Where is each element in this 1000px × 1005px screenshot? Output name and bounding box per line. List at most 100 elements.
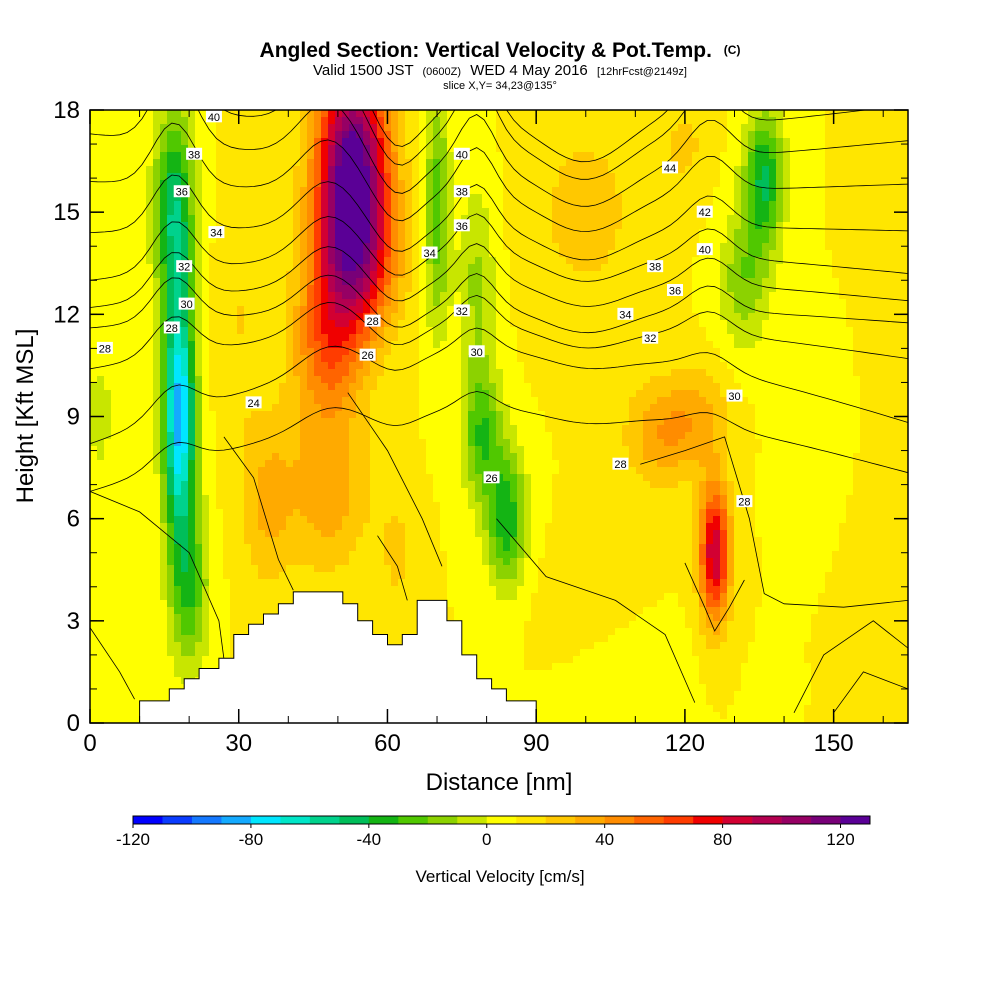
field-cell <box>377 257 385 265</box>
field-cell <box>881 390 889 398</box>
field-cell <box>867 173 875 181</box>
field-cell <box>790 215 798 223</box>
field-cell <box>440 313 448 321</box>
field-cell <box>629 250 637 258</box>
field-cell <box>559 348 567 356</box>
field-cell <box>461 180 469 188</box>
field-cell <box>685 369 693 377</box>
field-cell <box>482 117 490 125</box>
field-cell <box>531 376 539 384</box>
field-cell <box>545 271 553 279</box>
field-cell <box>790 348 798 356</box>
field-cell <box>237 278 245 286</box>
field-cell <box>776 257 784 265</box>
field-cell <box>790 278 798 286</box>
field-cell <box>489 159 497 167</box>
field-cell <box>510 334 518 342</box>
field-cell <box>881 159 889 167</box>
field-cell <box>720 250 728 258</box>
field-cell <box>895 271 903 279</box>
field-cell <box>230 187 238 195</box>
field-cell <box>209 320 217 328</box>
field-cell <box>601 180 609 188</box>
field-cell <box>223 320 231 328</box>
field-cell <box>433 229 441 237</box>
field-cell <box>475 264 483 272</box>
field-cell <box>412 257 420 265</box>
field-cell <box>790 264 798 272</box>
field-cell <box>580 376 588 384</box>
field-cell <box>307 145 315 153</box>
field-cell <box>251 201 259 209</box>
field-cell <box>300 201 308 209</box>
field-cell <box>629 229 637 237</box>
field-cell <box>405 334 413 342</box>
field-cell <box>223 201 231 209</box>
field-cell <box>461 124 469 132</box>
field-cell <box>475 229 483 237</box>
field-cell <box>601 404 609 412</box>
field-cell <box>734 152 742 160</box>
field-cell <box>671 299 679 307</box>
field-cell <box>223 306 231 314</box>
field-cell <box>377 313 385 321</box>
field-cell <box>230 271 238 279</box>
field-cell <box>874 362 882 370</box>
field-cell <box>531 145 539 153</box>
field-cell <box>433 320 441 328</box>
field-cell <box>839 376 847 384</box>
field-cell <box>258 271 266 279</box>
field-cell <box>531 124 539 132</box>
field-cell <box>545 278 553 286</box>
field-cell <box>258 285 266 293</box>
field-cell <box>678 166 686 174</box>
field-cell <box>167 173 175 181</box>
field-cell <box>902 124 908 132</box>
field-cell <box>496 285 504 293</box>
field-cell <box>279 110 287 118</box>
field-cell <box>258 404 266 412</box>
field-cell <box>237 131 245 139</box>
field-cell <box>440 159 448 167</box>
field-cell <box>118 117 126 125</box>
field-cell <box>146 117 154 125</box>
field-cell <box>307 187 315 195</box>
field-cell <box>538 404 546 412</box>
field-cell <box>902 145 908 153</box>
field-cell <box>755 124 763 132</box>
field-cell <box>657 138 665 146</box>
field-cell <box>580 390 588 398</box>
field-cell <box>783 362 791 370</box>
field-cell <box>881 250 889 258</box>
field-cell <box>643 145 651 153</box>
field-cell <box>167 187 175 195</box>
field-cell <box>825 250 833 258</box>
field-cell <box>650 180 658 188</box>
field-cell <box>237 166 245 174</box>
field-cell <box>832 138 840 146</box>
field-cell <box>664 215 672 223</box>
field-cell <box>811 131 819 139</box>
field-cell <box>727 117 735 125</box>
field-cell <box>475 250 483 258</box>
field-cell <box>678 257 686 265</box>
field-cell <box>286 243 294 251</box>
field-cell <box>195 257 203 265</box>
field-cell <box>97 383 105 391</box>
field-cell <box>181 327 189 335</box>
field-cell <box>118 376 126 384</box>
field-cell <box>104 299 112 307</box>
field-cell <box>888 215 896 223</box>
field-cell <box>783 124 791 132</box>
field-cell <box>475 320 483 328</box>
field-cell <box>545 355 553 363</box>
field-cell <box>132 173 140 181</box>
field-cell <box>202 299 210 307</box>
field-cell <box>314 383 322 391</box>
field-cell <box>419 180 427 188</box>
field-cell <box>244 208 252 216</box>
field-cell <box>279 117 287 125</box>
field-cell <box>328 173 336 181</box>
field-cell <box>524 376 532 384</box>
field-cell <box>293 271 301 279</box>
